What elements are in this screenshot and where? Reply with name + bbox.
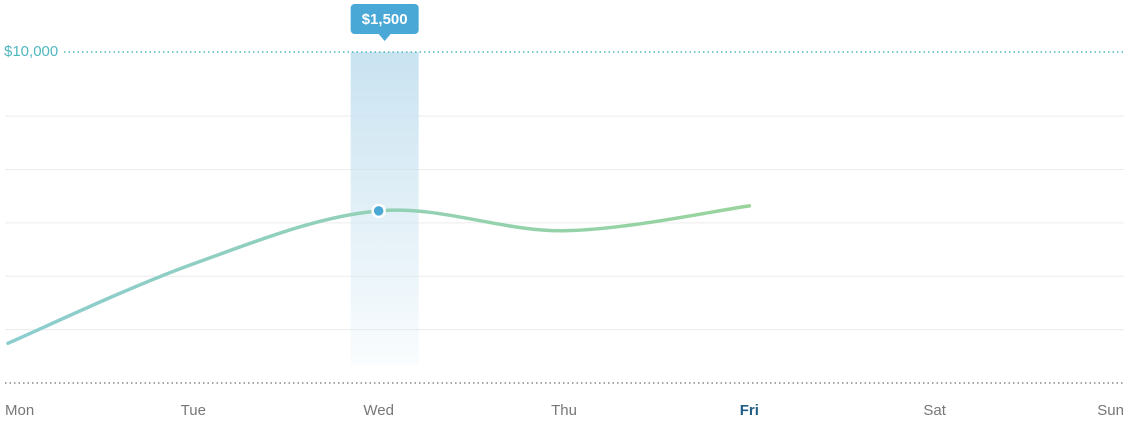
point-marker (371, 203, 386, 219)
x-tick-label: Tue (181, 402, 206, 419)
x-tick-label: Fri (740, 402, 759, 419)
x-tick-label: Mon (5, 402, 34, 419)
tooltip-pointer (378, 34, 391, 41)
x-tick-label: Wed (363, 402, 394, 419)
x-tick-label: Thu (551, 402, 577, 419)
tooltip-box (350, 4, 419, 34)
tooltip: $1,500 (350, 4, 419, 41)
tooltip-label: $1,500 (362, 11, 408, 28)
x-tick-label: Sat (923, 402, 946, 419)
x-tick-label: Sun (1097, 402, 1124, 419)
y-tick-label: $10,000 (4, 43, 58, 60)
